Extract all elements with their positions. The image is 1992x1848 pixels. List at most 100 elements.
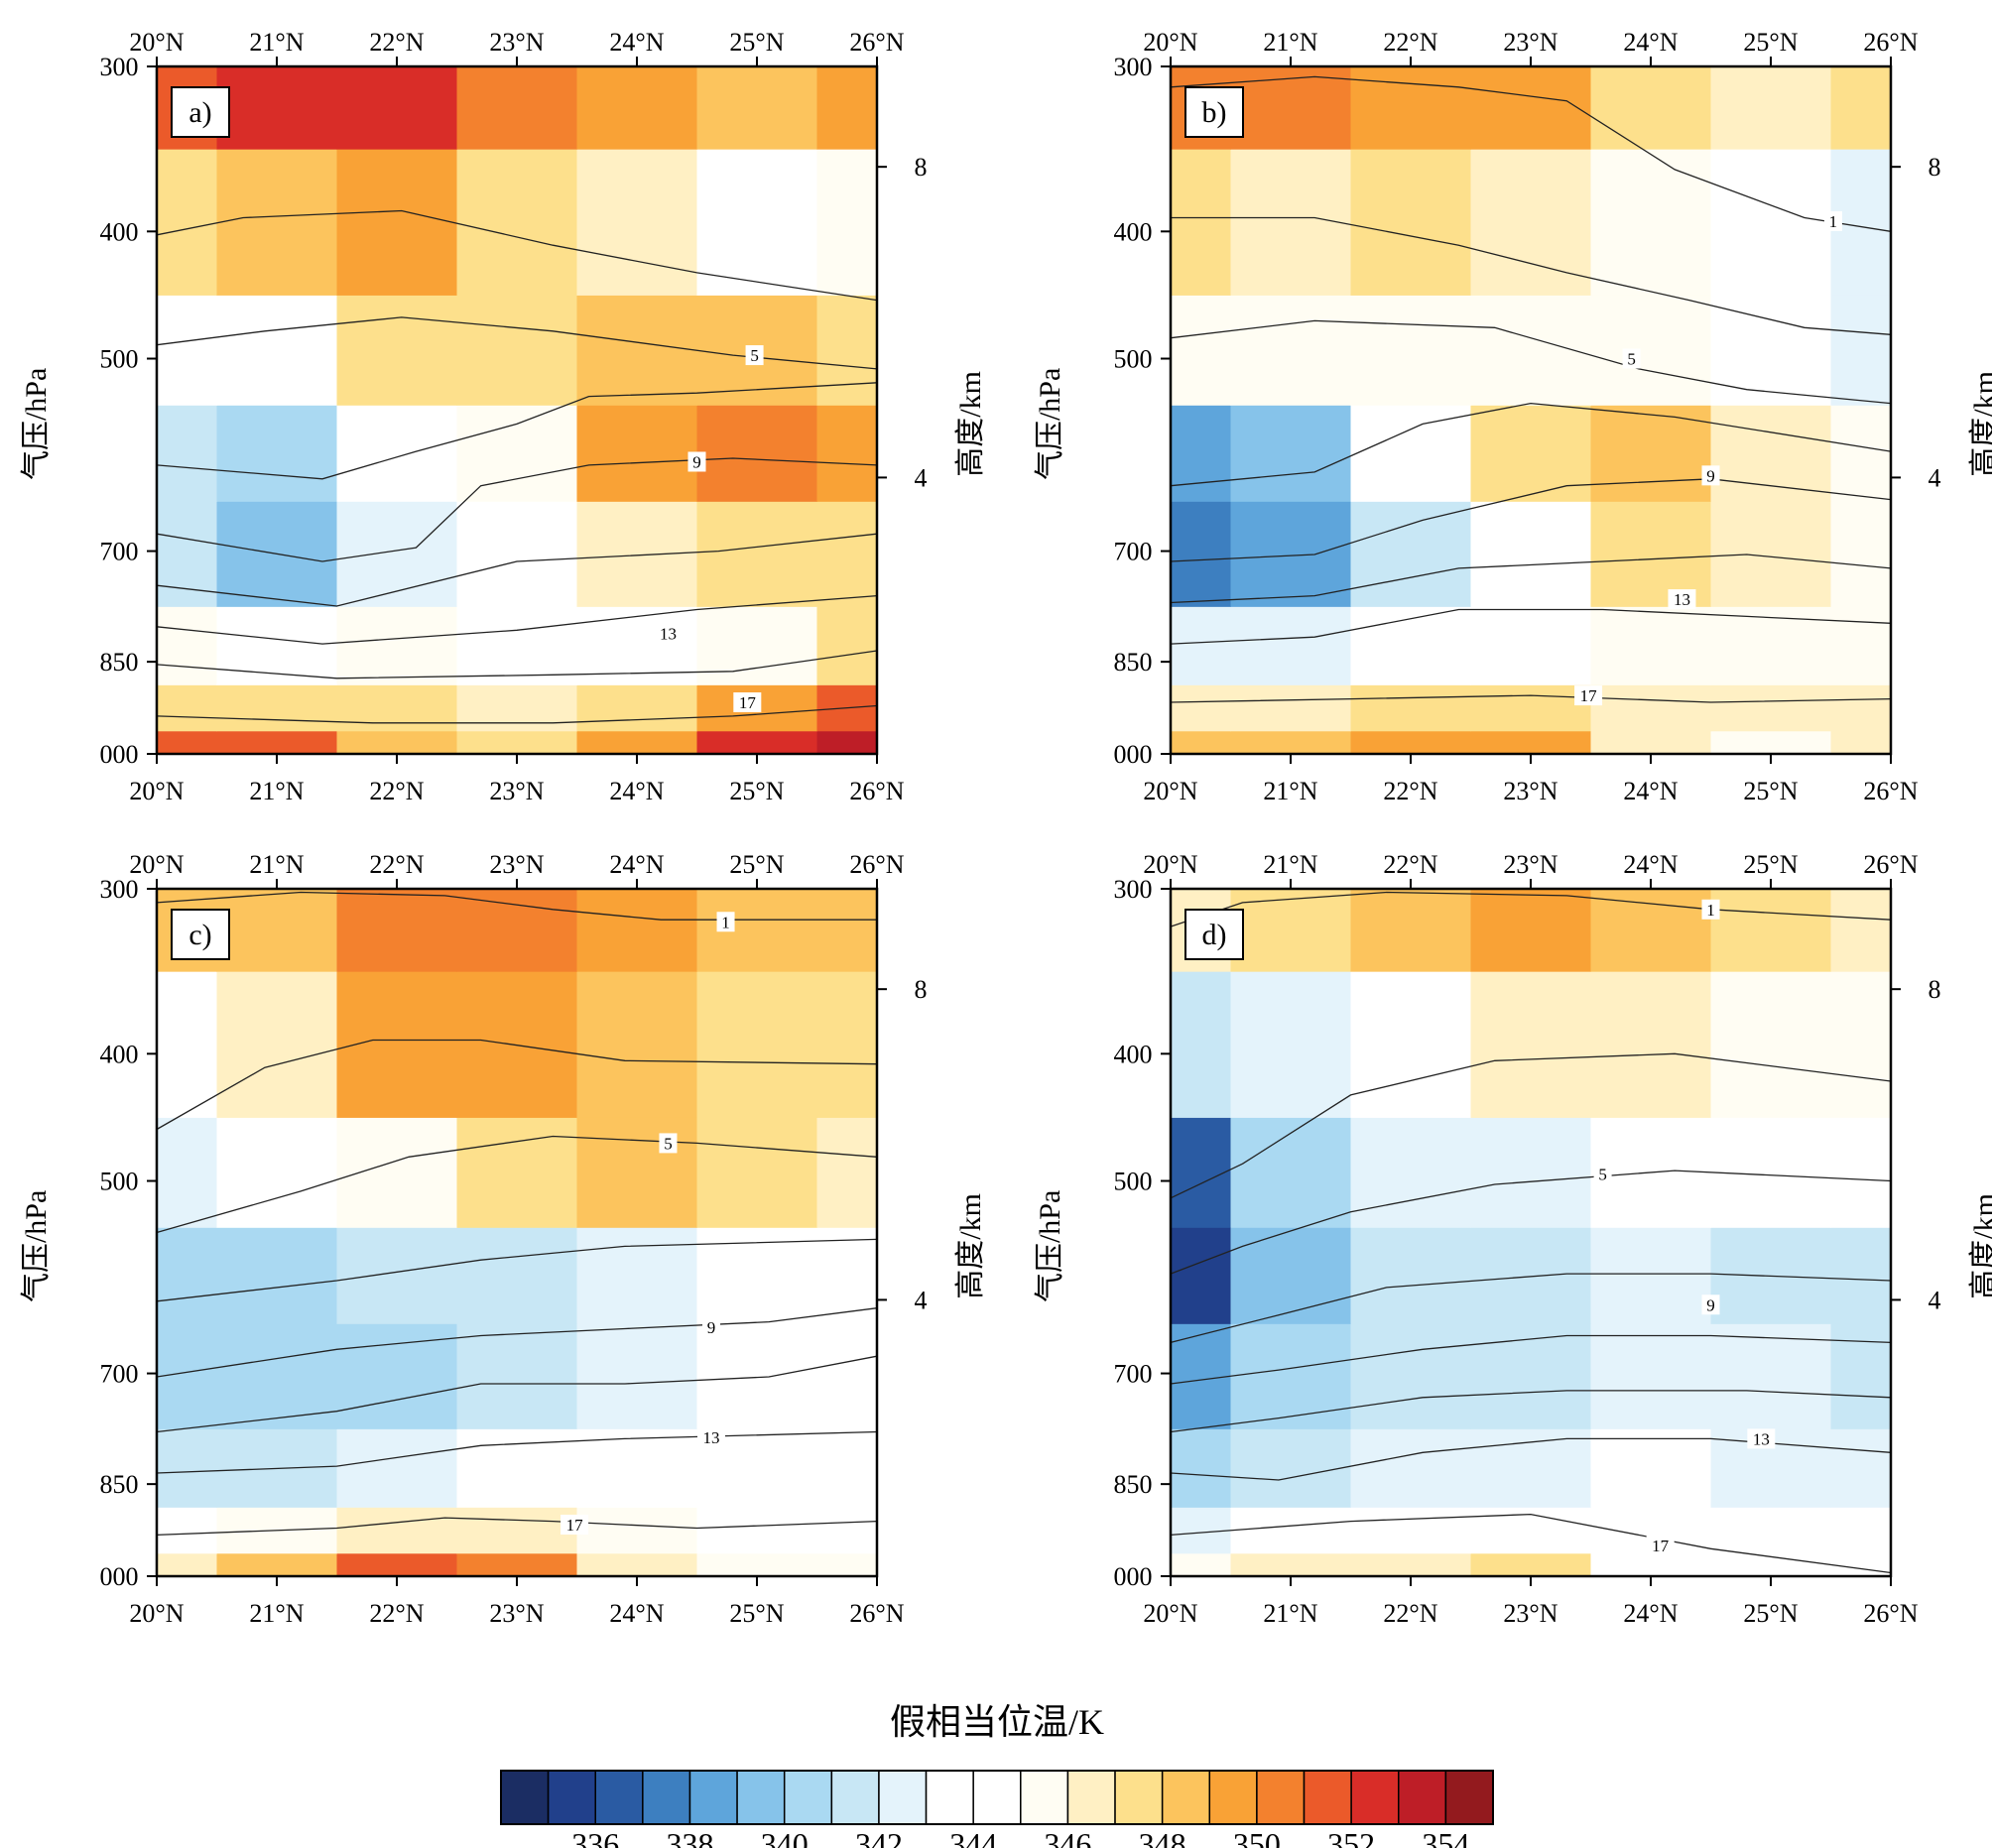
colorbar-swatch — [1398, 1770, 1447, 1825]
x-tick-label-top: 24°N — [1623, 850, 1678, 879]
x-tick-label-top: 20°N — [129, 28, 184, 57]
contour-line — [1171, 216, 1892, 335]
theta-e-cell — [816, 1227, 878, 1324]
theta-e-cell — [576, 501, 697, 607]
theta-e-cell — [576, 1323, 697, 1429]
theta-e-cell — [1350, 606, 1471, 685]
theta-e-cell — [816, 66, 878, 150]
colorbar-tick-label: 338 — [666, 1826, 713, 1848]
x-tick-label: 22°N — [1383, 1599, 1437, 1628]
x-tick-label-top: 23°N — [1503, 850, 1557, 879]
contour-label-box — [745, 345, 764, 366]
theta-e-field — [157, 66, 878, 755]
theta-e-cell — [1830, 1552, 1892, 1577]
theta-e-cell — [216, 1323, 337, 1429]
contour-line — [1170, 1334, 1892, 1385]
x-tick-label: 20°N — [1143, 1599, 1197, 1628]
theta-e-cell — [456, 1227, 577, 1324]
theta-e-cell — [1350, 1428, 1471, 1508]
theta-e-cell — [1350, 889, 1471, 972]
x-tick-label: 22°N — [369, 1599, 424, 1628]
y2-axis-title: 高度/km — [954, 1193, 987, 1299]
theta-e-cell — [1470, 149, 1591, 296]
x-tick-label-top: 23°N — [489, 850, 544, 879]
theta-e-cell — [696, 606, 817, 685]
colorbar-tick-label: 336 — [571, 1826, 619, 1848]
theta-e-cell — [816, 1552, 878, 1577]
theta-e-cell — [1710, 1117, 1831, 1228]
theta-e-cell — [1590, 606, 1711, 685]
theta-e-cell — [1171, 971, 1231, 1118]
theta-e-cell — [576, 295, 697, 406]
theta-e-cell — [157, 1428, 217, 1508]
theta-e-cell — [1590, 149, 1711, 296]
contour-line — [156, 891, 877, 921]
theta-e-cell — [1171, 1117, 1231, 1228]
contour-label: 5 — [750, 346, 759, 365]
theta-e-field — [157, 889, 878, 1577]
colorbar-swatch — [1020, 1770, 1069, 1825]
contour-label: 13 — [1753, 1429, 1770, 1448]
contour-label-box — [1646, 1535, 1675, 1555]
contour-line — [1170, 891, 1892, 927]
colorbar-swatch — [1114, 1770, 1164, 1825]
theta-e-cell — [1710, 889, 1831, 972]
x-tick-label-top: 24°N — [609, 850, 664, 879]
contour-line — [1170, 554, 1892, 604]
y2-tick-label: 8 — [915, 975, 928, 1004]
height-contours — [1170, 891, 1892, 1574]
theta-e-cell — [456, 1117, 577, 1228]
theta-e-cell — [1470, 66, 1591, 150]
theta-e-cell — [1590, 684, 1711, 732]
theta-e-cell — [157, 149, 217, 296]
y-tick-label: 000 — [1114, 1562, 1153, 1591]
theta-e-cell — [576, 1117, 697, 1228]
x-tick-label: 26°N — [1863, 1599, 1918, 1628]
theta-e-cell — [157, 684, 217, 732]
theta-e-cell — [336, 1117, 457, 1228]
x-tick-label-top: 26°N — [849, 28, 904, 57]
y-tick-label: 500 — [100, 1168, 139, 1196]
y2-axis-title: 高度/km — [954, 371, 987, 477]
x-tick-label: 23°N — [489, 1599, 544, 1628]
contour-label: 9 — [1706, 466, 1715, 485]
contour-line — [156, 650, 878, 679]
x-tick-label: 21°N — [249, 1599, 304, 1628]
theta-e-cell — [1830, 66, 1892, 150]
theta-e-cell — [1830, 1117, 1892, 1228]
contour-label-box — [560, 1515, 589, 1536]
y2-tick-label: 8 — [915, 153, 928, 182]
contour-label-box — [1574, 685, 1603, 706]
theta-e-cell — [576, 1507, 697, 1554]
theta-e-cell — [1590, 1428, 1711, 1508]
theta-e-cell — [1590, 730, 1711, 755]
y-axis-title: 气压/hPa — [1034, 1190, 1066, 1302]
theta-e-cell — [1230, 1117, 1351, 1228]
theta-e-cell — [1350, 730, 1471, 755]
panel-label: b) — [1202, 96, 1227, 129]
y-tick-label: 700 — [1114, 538, 1153, 566]
theta-e-cell — [696, 1117, 817, 1228]
x-tick-label-top: 23°N — [489, 28, 544, 57]
contour-label-box — [697, 1427, 726, 1448]
theta-e-cell — [157, 1117, 217, 1228]
theta-e-cell — [816, 730, 878, 755]
theta-e-cell — [456, 684, 577, 732]
contour-label: 9 — [692, 452, 701, 471]
y-tick-label: 500 — [100, 345, 139, 374]
theta-e-cell — [1171, 730, 1231, 755]
y-tick-label: 850 — [100, 1470, 139, 1499]
theta-e-cell — [816, 971, 878, 1118]
y2-tick-label: 8 — [1929, 975, 1941, 1004]
y-tick-label: 400 — [100, 1040, 139, 1068]
theta-e-cell — [216, 66, 337, 150]
contour-line — [1170, 478, 1892, 562]
x-tick-label: 20°N — [1143, 777, 1197, 805]
contour-label: 13 — [660, 625, 677, 644]
panel-label: a) — [188, 96, 211, 129]
contour-label-box — [733, 692, 762, 713]
theta-e-cell — [456, 1323, 577, 1429]
theta-e-cell — [816, 1323, 878, 1429]
theta-e-cell — [1230, 501, 1351, 607]
theta-e-cell — [336, 606, 457, 685]
